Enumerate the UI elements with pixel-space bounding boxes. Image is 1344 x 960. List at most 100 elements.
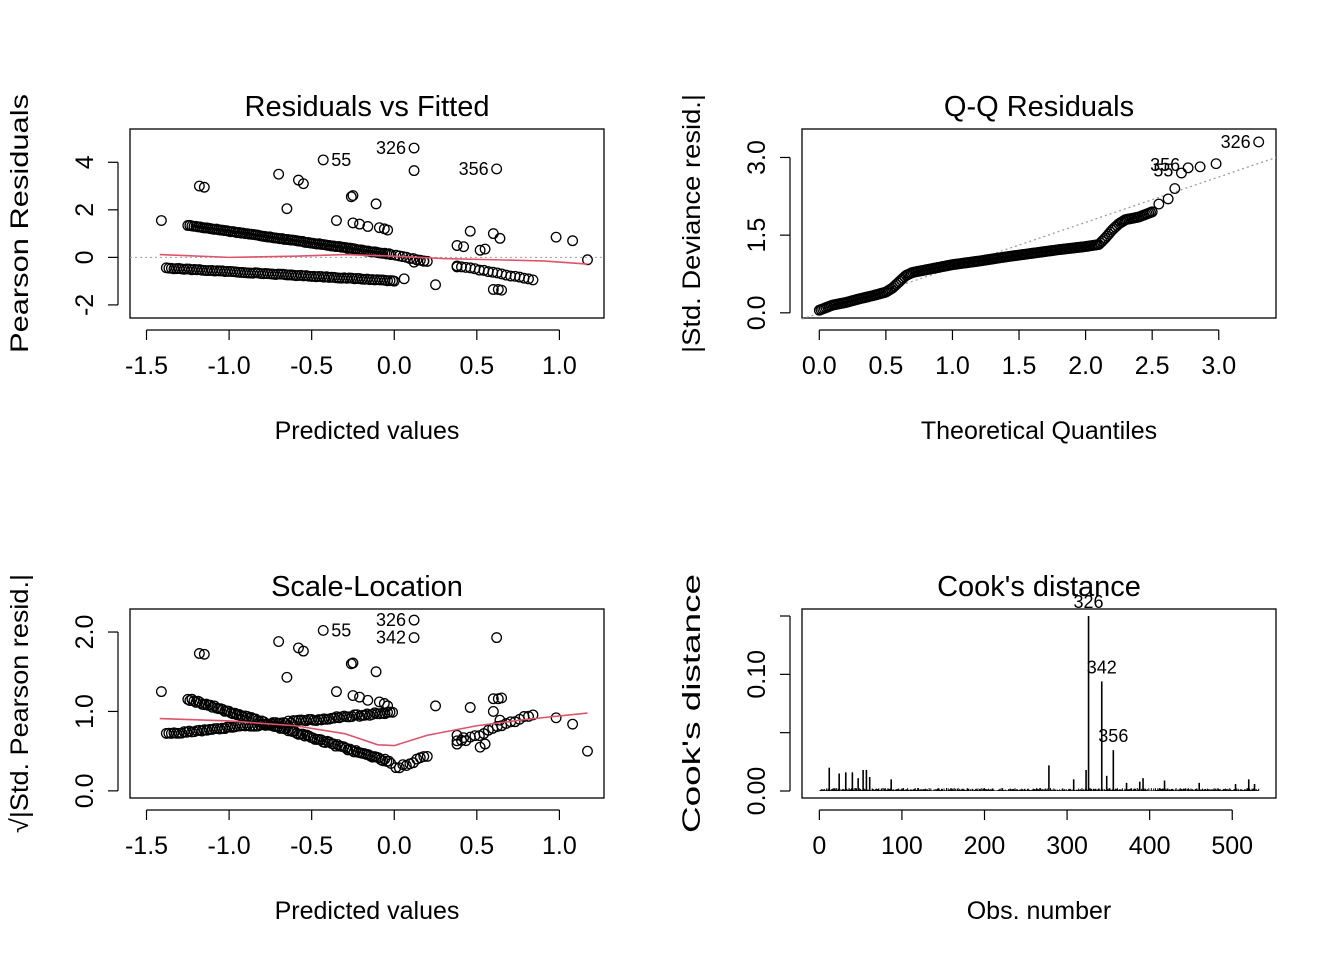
data-point <box>273 168 285 180</box>
data-point <box>346 711 358 722</box>
data-point <box>1162 193 1174 205</box>
x-tick-label: 1.5 <box>1002 352 1037 380</box>
data-point <box>421 255 433 267</box>
x-axis-label: Predicted values <box>275 897 460 925</box>
panel-rvf: Residuals vs Fitted Predicted values Pears… <box>6 91 605 445</box>
data-point <box>383 755 395 767</box>
y-tick-label: 1.0 <box>71 694 99 729</box>
x-tick-label: 0.0 <box>377 352 412 380</box>
x-tick-label: 0.0 <box>377 832 412 860</box>
data-point <box>582 254 593 266</box>
x-tick-label: 500 <box>1211 832 1253 860</box>
x-tick-label: 200 <box>964 832 1006 860</box>
data-point <box>523 273 534 285</box>
y-tick-label: 4 <box>71 155 99 169</box>
x-tick-label: -0.5 <box>290 832 333 860</box>
data-point <box>474 244 486 256</box>
x-tick-label: 0 <box>812 832 826 860</box>
point-label: 356 <box>459 159 489 179</box>
data-point <box>281 203 293 215</box>
data-point <box>567 718 579 730</box>
data-point <box>479 738 491 750</box>
data-point <box>418 751 430 762</box>
y-tick-label: 2 <box>71 203 99 217</box>
data-point <box>494 714 506 726</box>
x-axis: -1.5 -1.0 -0.5 0.0 0.5 1.0 <box>125 809 577 860</box>
data-point <box>487 705 499 717</box>
chart-title: Q-Q Residuals <box>944 91 1134 123</box>
data-point <box>451 261 463 273</box>
data-point <box>184 695 196 707</box>
data-point <box>582 745 593 757</box>
data-point <box>362 221 374 232</box>
point-label: 326 <box>376 610 406 630</box>
data-point <box>1153 198 1165 210</box>
data-point <box>550 231 562 243</box>
chart-title: Residuals vs Fitted <box>245 91 490 123</box>
data-point <box>487 284 499 295</box>
y-tick-label: 0.10 <box>743 650 771 699</box>
data-point <box>347 190 359 202</box>
data-point <box>418 255 430 267</box>
data-point <box>206 701 218 713</box>
data-point <box>366 709 378 720</box>
data-point <box>393 762 405 774</box>
data-point <box>378 698 390 709</box>
data-point <box>408 165 420 177</box>
x-tick-label: -1.5 <box>125 352 168 380</box>
data-point <box>408 632 420 644</box>
data-point <box>458 732 470 744</box>
smoother-line <box>159 712 588 747</box>
data-point <box>155 215 167 226</box>
data-point <box>550 712 562 724</box>
point-label: 356 <box>1098 726 1128 746</box>
data-point <box>190 696 202 708</box>
data-point <box>451 729 463 741</box>
data-point <box>430 279 441 291</box>
x-tick-label: 100 <box>881 832 923 860</box>
point-label: 55 <box>331 620 351 640</box>
data-point <box>1176 167 1187 179</box>
data-point <box>1253 136 1265 148</box>
data-point <box>567 235 579 247</box>
data-point <box>1169 183 1181 194</box>
plot-frame <box>801 608 1277 799</box>
data-point <box>347 657 359 669</box>
x-tick-label: 1.0 <box>935 352 970 380</box>
data-point <box>280 717 292 729</box>
x-tick-label: -0.5 <box>290 352 333 380</box>
data-point <box>421 750 433 762</box>
data-point <box>317 624 329 636</box>
data-point <box>496 692 508 704</box>
data-point <box>523 710 534 722</box>
plot-frame <box>801 128 1277 319</box>
data-point <box>345 191 357 203</box>
x-tick-label: -1.0 <box>208 832 251 860</box>
data-marks <box>155 614 593 774</box>
y-axis: 0.0 1.0 2.0 <box>71 615 119 808</box>
data-marks <box>801 136 1277 320</box>
y-tick-label: 2.0 <box>71 615 99 650</box>
data-point <box>285 717 297 729</box>
x-axis: -1.5 -1.0 -0.5 0.0 0.5 1.0 <box>125 329 577 380</box>
data-point <box>330 215 342 226</box>
data-point <box>385 249 397 261</box>
data-point <box>198 648 210 660</box>
data-point <box>494 232 506 244</box>
x-tick-label: 300 <box>1046 832 1088 860</box>
data-point <box>347 217 359 229</box>
x-tick-label: 2.0 <box>1068 352 1103 380</box>
plot-frame <box>129 608 605 799</box>
data-point <box>1194 161 1206 173</box>
plot-frame <box>129 128 605 319</box>
data-point <box>317 154 329 166</box>
point-label: 55 <box>1153 160 1173 180</box>
y-tick-label: -2 <box>71 294 99 316</box>
data-point <box>370 666 382 678</box>
chart-title: Scale-Location <box>271 571 463 603</box>
x-tick-label: 0.5 <box>459 352 494 380</box>
data-point <box>430 700 441 712</box>
point-label: 342 <box>1087 657 1117 677</box>
data-point <box>491 632 503 644</box>
data-point <box>200 698 212 710</box>
